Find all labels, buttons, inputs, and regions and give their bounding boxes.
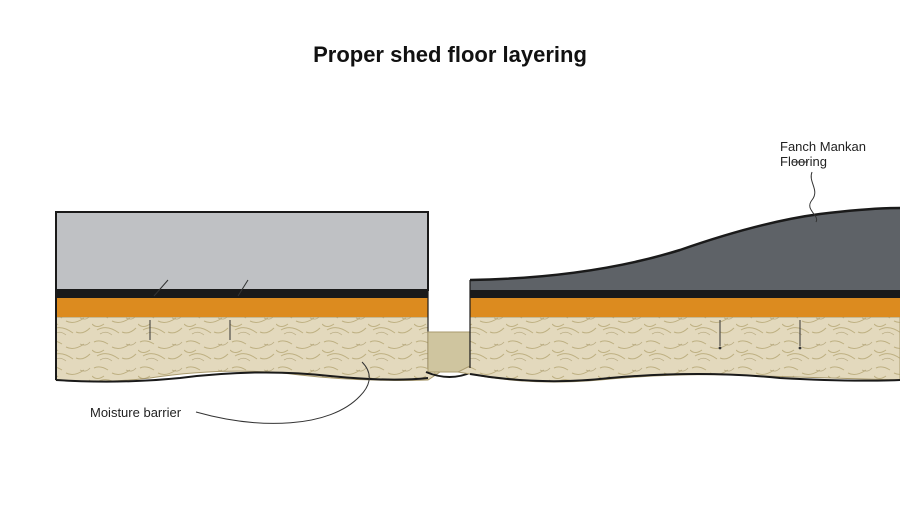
left-slab: [56, 212, 428, 290]
center-gap-block: [428, 332, 470, 372]
right-substrate: [458, 317, 900, 382]
right-cap: [470, 290, 900, 298]
right-moisture-barrier: [470, 298, 900, 317]
right-dot-2: [799, 347, 802, 350]
left-moisture-barrier: [56, 298, 428, 317]
right-dot-1: [719, 347, 722, 350]
diagram-canvas: [0, 0, 900, 514]
left-cap: [56, 290, 428, 298]
